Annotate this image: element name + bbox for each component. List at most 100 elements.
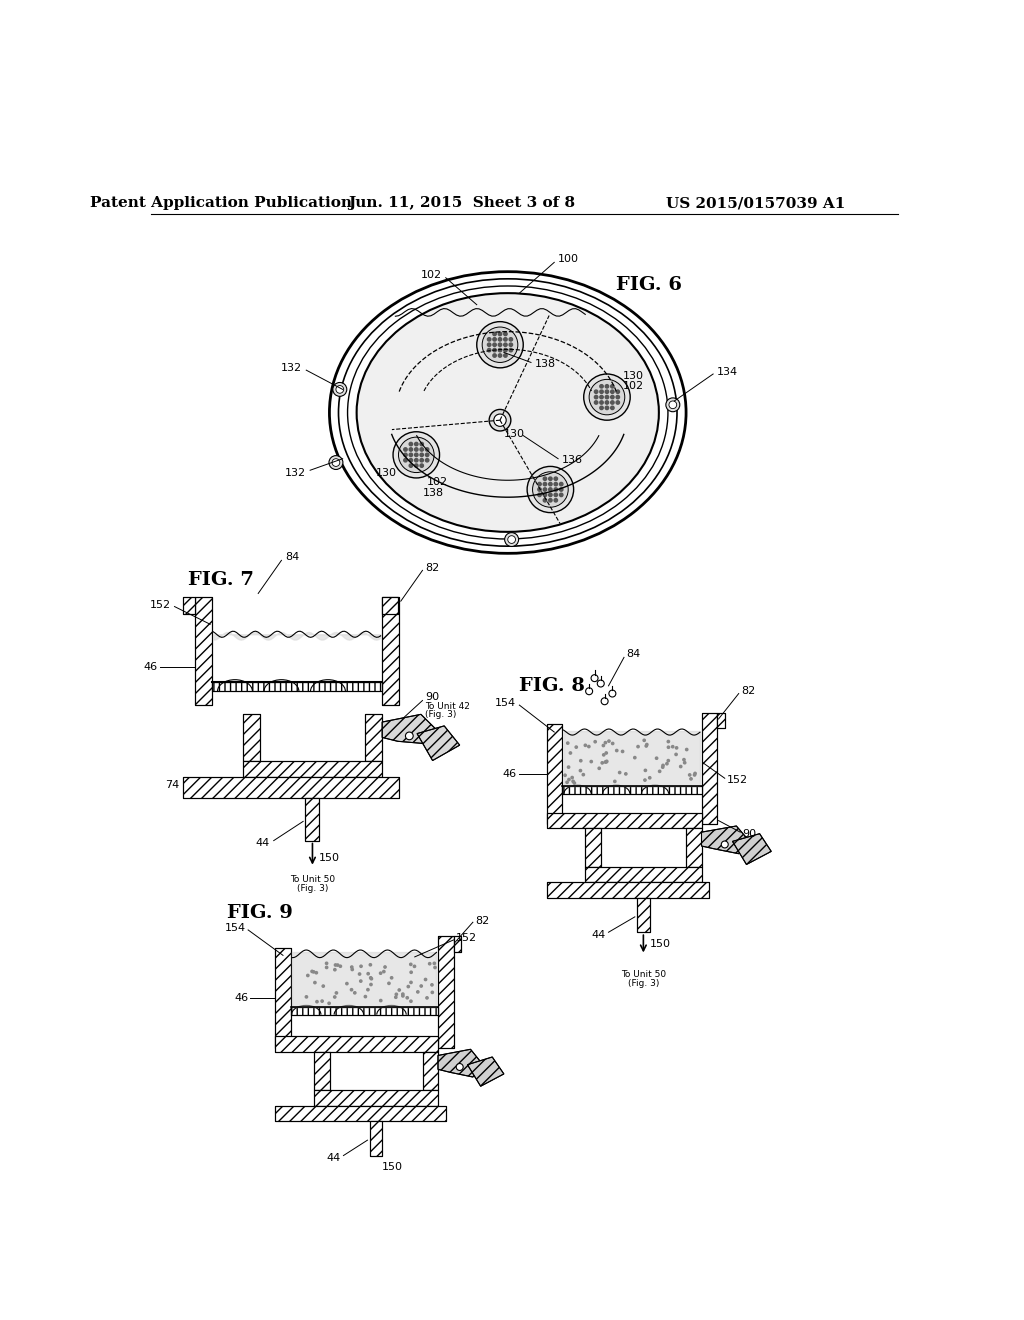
Circle shape (637, 746, 639, 747)
Circle shape (493, 338, 497, 341)
Bar (562, 785, 701, 793)
Circle shape (398, 437, 434, 473)
Circle shape (417, 991, 419, 993)
Circle shape (625, 772, 627, 775)
Circle shape (415, 463, 418, 467)
Circle shape (559, 488, 563, 491)
Bar (370, 1121, 382, 1155)
Circle shape (420, 447, 424, 451)
Circle shape (604, 742, 606, 743)
Circle shape (367, 989, 369, 991)
Circle shape (569, 752, 571, 754)
Circle shape (394, 997, 397, 998)
Polygon shape (438, 1049, 483, 1077)
Bar (686, 829, 701, 867)
Circle shape (426, 997, 428, 999)
Bar (291, 1007, 438, 1015)
Circle shape (415, 453, 418, 457)
Circle shape (610, 396, 614, 399)
Circle shape (315, 1001, 318, 1003)
Bar (314, 1090, 438, 1106)
Circle shape (611, 742, 613, 744)
Bar (366, 714, 382, 760)
Circle shape (334, 995, 336, 998)
Bar (717, 713, 725, 729)
Bar (243, 760, 382, 777)
Circle shape (351, 969, 353, 970)
Bar (454, 936, 461, 952)
Circle shape (610, 401, 614, 404)
Circle shape (602, 744, 604, 747)
Text: (Fig. 3): (Fig. 3) (425, 710, 457, 719)
Circle shape (420, 458, 424, 462)
Circle shape (509, 338, 513, 341)
Text: 84: 84 (286, 552, 300, 562)
Circle shape (573, 781, 575, 784)
Bar (423, 1052, 438, 1090)
Circle shape (380, 999, 382, 1002)
Text: 150: 150 (649, 939, 671, 949)
Text: 82: 82 (741, 686, 756, 696)
Polygon shape (382, 714, 436, 743)
Circle shape (600, 384, 603, 388)
Text: 44: 44 (327, 1152, 341, 1163)
Bar (183, 777, 399, 799)
Circle shape (662, 766, 664, 768)
Circle shape (493, 354, 497, 358)
Circle shape (585, 744, 587, 746)
Text: 102: 102 (421, 271, 442, 280)
Circle shape (616, 396, 620, 399)
Circle shape (493, 348, 497, 352)
Circle shape (395, 993, 397, 995)
Text: 154: 154 (224, 924, 246, 933)
Circle shape (680, 766, 682, 768)
Text: 132: 132 (282, 363, 302, 372)
Text: 132: 132 (285, 467, 306, 478)
Bar (314, 1052, 330, 1090)
Circle shape (666, 763, 668, 764)
Circle shape (589, 379, 625, 414)
Circle shape (615, 750, 617, 751)
Circle shape (616, 389, 620, 393)
Circle shape (410, 981, 413, 983)
Circle shape (554, 482, 557, 486)
Circle shape (482, 327, 518, 363)
Circle shape (499, 338, 502, 341)
Bar (454, 936, 461, 952)
Circle shape (406, 733, 414, 739)
Circle shape (613, 780, 616, 783)
Circle shape (594, 741, 596, 743)
Text: 136: 136 (562, 455, 583, 465)
Circle shape (604, 760, 606, 763)
Circle shape (605, 401, 608, 404)
Circle shape (306, 974, 309, 977)
Circle shape (648, 776, 651, 779)
Circle shape (676, 747, 678, 748)
Circle shape (420, 442, 424, 446)
Circle shape (380, 972, 382, 974)
Circle shape (549, 482, 552, 486)
Circle shape (499, 343, 502, 346)
Circle shape (487, 343, 490, 346)
Circle shape (655, 758, 657, 759)
Circle shape (477, 322, 523, 368)
Circle shape (420, 985, 422, 987)
Polygon shape (417, 726, 460, 760)
Circle shape (580, 759, 582, 762)
Circle shape (549, 499, 552, 502)
Circle shape (433, 962, 435, 965)
Circle shape (328, 1002, 331, 1005)
Bar (183, 597, 195, 614)
Circle shape (601, 762, 603, 764)
Circle shape (424, 978, 427, 981)
Circle shape (675, 754, 677, 755)
Circle shape (403, 447, 408, 451)
Circle shape (508, 536, 515, 544)
Circle shape (646, 743, 648, 746)
Text: 90: 90 (742, 829, 757, 840)
Circle shape (594, 389, 598, 393)
Bar (291, 1007, 438, 1015)
Circle shape (509, 343, 513, 346)
Circle shape (336, 385, 344, 393)
Circle shape (688, 774, 691, 776)
